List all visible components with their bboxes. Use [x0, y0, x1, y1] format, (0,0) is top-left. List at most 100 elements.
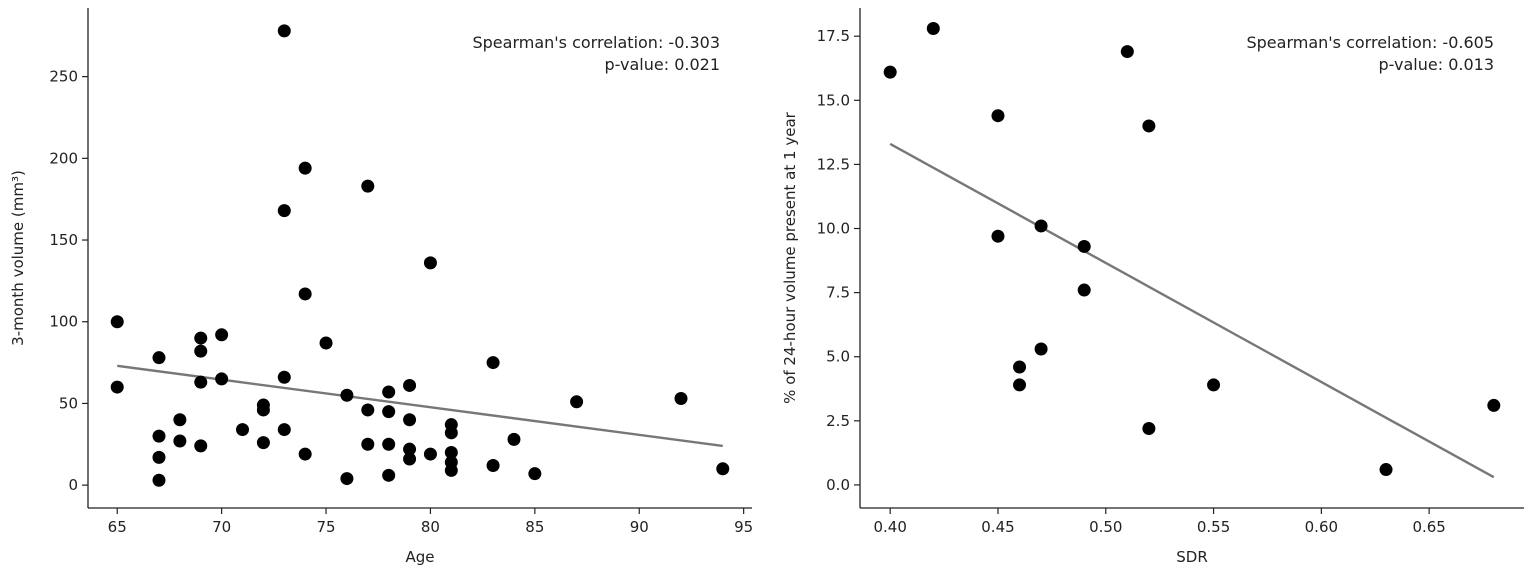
- data-point: [444, 426, 458, 440]
- data-point: [152, 429, 166, 443]
- y-tick-label: 7.5: [826, 284, 850, 302]
- data-points: [110, 24, 730, 487]
- data-point: [236, 423, 250, 437]
- data-point: [194, 331, 208, 345]
- data-point: [298, 447, 312, 461]
- annotation-p-value: p-value: 0.021: [605, 55, 720, 74]
- data-point: [277, 370, 291, 384]
- data-point: [1142, 119, 1156, 133]
- data-point: [507, 432, 521, 446]
- y-tick-label: 10.0: [817, 220, 850, 238]
- data-point: [361, 179, 375, 193]
- data-point: [173, 434, 187, 448]
- data-point: [340, 388, 354, 402]
- data-point: [382, 437, 396, 451]
- data-point: [277, 24, 291, 38]
- data-point: [1120, 45, 1134, 59]
- data-point: [423, 256, 437, 270]
- data-point: [152, 450, 166, 464]
- data-point: [883, 65, 897, 79]
- data-point: [194, 344, 208, 358]
- y-axis-label: 3-month volume (mm³): [9, 170, 27, 346]
- data-point: [215, 328, 229, 342]
- data-point: [991, 109, 1005, 123]
- data-point: [361, 437, 375, 451]
- annotation-correlation: Spearman's correlation: -0.605: [1246, 33, 1494, 52]
- x-tick-label: 70: [212, 518, 231, 536]
- data-point: [403, 413, 417, 427]
- data-point: [1034, 342, 1048, 356]
- x-axis-label: SDR: [1176, 548, 1208, 566]
- data-point: [423, 447, 437, 461]
- sdr-volume-chart: 0.40 0.45 0.50 0.55 0.60 0.65 0.0 2.5 5.0 7.5 10.0…: [781, 8, 1524, 566]
- y-tick-label: 150: [49, 231, 78, 249]
- x-tick-label: 0.50: [1089, 518, 1122, 536]
- data-point: [1142, 422, 1156, 436]
- trendline: [117, 364, 723, 448]
- data-point: [340, 472, 354, 486]
- data-point: [444, 445, 458, 459]
- data-point: [1379, 463, 1393, 477]
- data-point: [1013, 360, 1027, 374]
- data-point: [256, 403, 270, 417]
- x-tick-label: 95: [734, 518, 753, 536]
- y-tick-label: 17.5: [817, 27, 850, 45]
- y-tick-label: 100: [49, 313, 78, 331]
- x-tick-label: 0.40: [873, 518, 906, 536]
- y-tick-label: 250: [49, 68, 78, 86]
- data-point: [1077, 239, 1091, 253]
- data-point: [1207, 378, 1221, 392]
- data-points: [883, 22, 1501, 477]
- data-point: [926, 22, 940, 36]
- x-tick-label: 80: [421, 518, 440, 536]
- x-tick-label: 75: [316, 518, 335, 536]
- x-tick-label: 0.55: [1197, 518, 1230, 536]
- data-point: [403, 442, 417, 456]
- x-tick-label: 0.65: [1412, 518, 1445, 536]
- axis-ticks: 0.40 0.45 0.50 0.55 0.60 0.65 0.0 2.5 5.0 7.5 10.0…: [817, 27, 1446, 536]
- data-point: [110, 380, 124, 394]
- annotation-correlation: Spearman's correlation: -0.303: [472, 33, 720, 52]
- data-point: [570, 395, 584, 409]
- data-point: [486, 459, 500, 473]
- data-point: [382, 468, 396, 482]
- data-point: [173, 413, 187, 427]
- y-tick-label: 50: [59, 394, 78, 412]
- data-point: [194, 375, 208, 389]
- age-volume-chart: 65 70 75 80 85 90 95 0 50 100 150 200 250 Spearman's…: [9, 8, 753, 566]
- data-point: [152, 351, 166, 365]
- data-point: [1487, 398, 1501, 412]
- data-point: [382, 385, 396, 399]
- data-point: [215, 372, 229, 386]
- data-point: [716, 462, 730, 476]
- data-point: [194, 439, 208, 453]
- data-point: [298, 287, 312, 301]
- y-tick-label: 0: [68, 476, 78, 494]
- data-point: [277, 423, 291, 437]
- x-tick-label: 65: [108, 518, 127, 536]
- data-point: [486, 356, 500, 370]
- data-point: [361, 403, 375, 417]
- data-point: [403, 452, 417, 466]
- data-point: [403, 378, 417, 392]
- y-tick-label: 2.5: [826, 412, 850, 430]
- data-point: [528, 467, 542, 481]
- data-point: [110, 315, 124, 329]
- data-point: [298, 161, 312, 175]
- y-tick-label: 15.0: [817, 91, 850, 109]
- y-tick-label: 12.5: [817, 155, 850, 173]
- data-point: [1077, 283, 1091, 297]
- data-point: [277, 204, 291, 218]
- data-point: [1034, 219, 1048, 233]
- data-point: [1013, 378, 1027, 392]
- y-tick-label: 5.0: [826, 348, 850, 366]
- data-point: [382, 405, 396, 419]
- x-tick-label: 0.60: [1305, 518, 1338, 536]
- data-point: [152, 473, 166, 487]
- data-point: [256, 436, 270, 450]
- x-tick-label: 0.45: [981, 518, 1014, 536]
- y-axis-label: % of 24-hour volume present at 1 year: [781, 111, 799, 403]
- y-tick-label: 200: [49, 149, 78, 167]
- data-point: [319, 336, 333, 350]
- x-tick-label: 85: [525, 518, 544, 536]
